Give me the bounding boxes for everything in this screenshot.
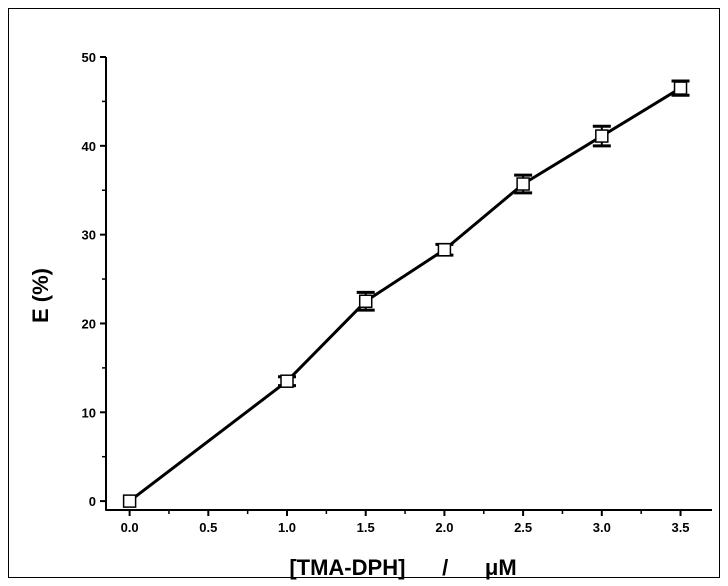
y-tick-label: 10 (82, 405, 96, 420)
y-tick-label: 30 (82, 228, 96, 243)
axes: 0.0 0.5 1.0 1.5 2.0 2.5 3.0 3.5 0 10 20 30 40 50 (82, 50, 712, 535)
x-tick-label: 3.0 (593, 520, 611, 535)
x-tick-label: 1.0 (278, 520, 296, 535)
x-tick-label: 0.0 (121, 520, 139, 535)
x-tick-label: 2.0 (435, 520, 453, 535)
y-tick-label: 20 (82, 316, 96, 331)
x-tick-label: 2.5 (514, 520, 532, 535)
x-tick-label: 3.5 (671, 520, 689, 535)
data-point (595, 129, 609, 143)
data-point (358, 294, 373, 309)
x-tick-label: 1.5 (357, 520, 375, 535)
y-tick-label: 50 (82, 50, 96, 65)
data-point (280, 374, 294, 388)
y-axis-label: E (%) (28, 268, 53, 323)
data-point (437, 242, 452, 257)
data-point (516, 177, 530, 191)
data-point (122, 494, 137, 508)
data-point (673, 81, 688, 95)
y-tick-label: 40 (82, 139, 96, 154)
series-layer (122, 79, 690, 508)
series-line (128, 86, 682, 503)
y-tick-label: 0 (89, 494, 96, 509)
x-tick-label: 0.5 (199, 520, 217, 535)
x-axis-label: [TMA-DPH] / μM (289, 555, 516, 580)
chart-frame (8, 8, 720, 578)
